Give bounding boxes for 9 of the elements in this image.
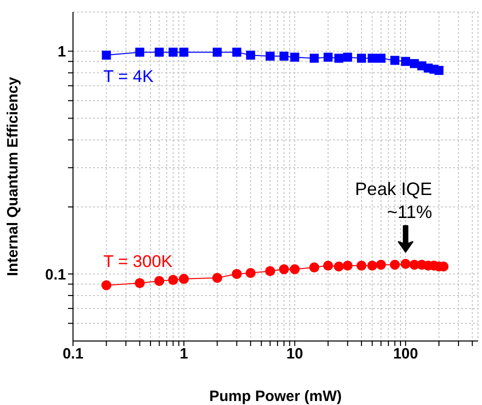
series-label: T = 300K (103, 252, 174, 272)
x-tick-label: 0.1 (62, 346, 84, 363)
x-tick-label: 10 (286, 346, 304, 363)
x-tick-label: 1 (180, 346, 188, 363)
annotation: Peak IQE ~11% (355, 178, 432, 222)
series-label: T = 4K (103, 67, 154, 86)
y-axis-title: Internal Quantum Efficiency (4, 76, 22, 276)
x-axis-title: Pump Power (mW) (209, 388, 342, 405)
x-tick-label: 100 (393, 346, 418, 363)
